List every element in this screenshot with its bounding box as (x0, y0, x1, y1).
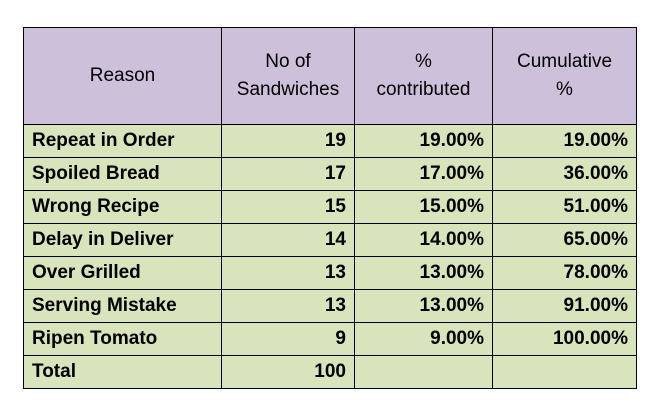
percent-cell: 13.00% (354, 289, 493, 323)
header-cum-line1: Cumulative (516, 51, 613, 72)
total-percent-cell (354, 355, 493, 389)
cumulative-cell: 19.00% (492, 124, 637, 158)
cumulative-cell: 100.00% (492, 322, 637, 356)
reason-cell: Repeat in Order (23, 124, 222, 158)
reason-cell: Spoiled Bread (23, 157, 222, 191)
cumulative-cell: 36.00% (492, 157, 637, 191)
total-row: Total 100 (23, 355, 637, 389)
table-row: Over Grilled 13 13.00% 78.00% (23, 256, 637, 290)
percent-cell: 13.00% (354, 256, 493, 290)
header-pct-line2: contributed (376, 79, 471, 100)
reason-cell: Over Grilled (23, 256, 222, 290)
cumulative-cell: 78.00% (492, 256, 637, 290)
percent-cell: 17.00% (354, 157, 493, 191)
header-cum-line2: % (556, 79, 573, 100)
count-cell: 17 (221, 157, 355, 191)
table-row: Wrong Recipe 15 15.00% 51.00% (23, 190, 637, 224)
table-row: Ripen Tomato 9 9.00% 100.00% (23, 322, 637, 356)
reason-cell: Ripen Tomato (23, 322, 222, 356)
count-cell: 19 (221, 124, 355, 158)
header-pct-line1: % (415, 51, 432, 72)
header-reason: Reason (23, 27, 222, 125)
header-reason-label: Reason (89, 65, 156, 86)
header-cumulative-percent: Cumulative % (492, 27, 637, 125)
table-row: Serving Mistake 13 13.00% 91.00% (23, 289, 637, 323)
cumulative-cell: 91.00% (492, 289, 637, 323)
percent-cell: 9.00% (354, 322, 493, 356)
header-no-of-sandwiches: No of Sandwiches (221, 27, 355, 125)
percent-cell: 19.00% (354, 124, 493, 158)
count-cell: 14 (221, 223, 355, 257)
table-row: Delay in Deliver 14 14.00% 65.00% (23, 223, 637, 257)
table-row: Repeat in Order 19 19.00% 19.00% (23, 124, 637, 158)
cumulative-cell: 65.00% (492, 223, 637, 257)
count-cell: 15 (221, 190, 355, 224)
total-label-cell: Total (23, 355, 222, 389)
count-cell: 13 (221, 256, 355, 290)
header-count-line1: No of (265, 51, 311, 72)
cumulative-cell: 51.00% (492, 190, 637, 224)
count-cell: 9 (221, 322, 355, 356)
percent-cell: 15.00% (354, 190, 493, 224)
count-cell: 13 (221, 289, 355, 323)
header-percent-contributed: % contributed (354, 27, 493, 125)
reason-cell: Wrong Recipe (23, 190, 222, 224)
sandwich-defect-table: Reason No of Sandwiches % contributed Cu… (23, 27, 637, 389)
table-header-row: Reason No of Sandwiches % contributed Cu… (23, 27, 637, 125)
header-count-line2: Sandwiches (236, 79, 340, 100)
total-cumulative-cell (492, 355, 637, 389)
table-row: Spoiled Bread 17 17.00% 36.00% (23, 157, 637, 191)
reason-cell: Delay in Deliver (23, 223, 222, 257)
percent-cell: 14.00% (354, 223, 493, 257)
reason-cell: Serving Mistake (23, 289, 222, 323)
total-count-cell: 100 (221, 355, 355, 389)
